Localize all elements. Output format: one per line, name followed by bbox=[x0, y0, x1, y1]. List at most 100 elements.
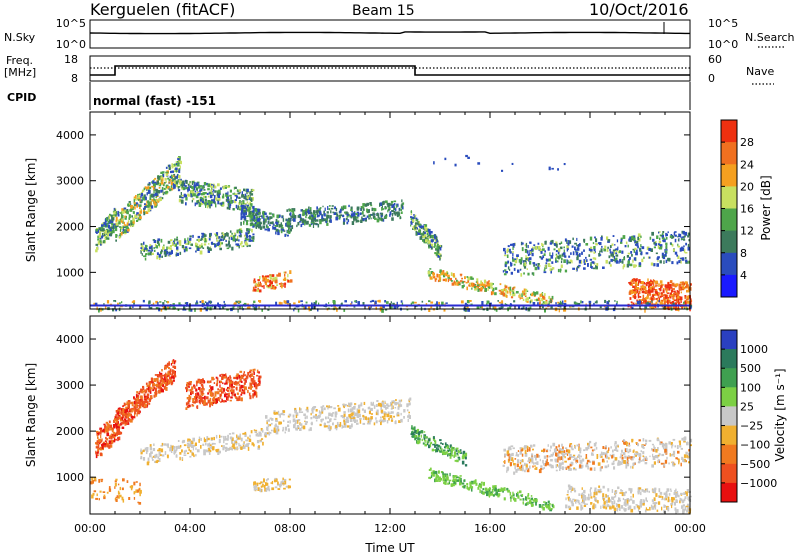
vel-data-cell bbox=[160, 384, 163, 387]
power-data-cell bbox=[679, 288, 682, 291]
power-data-cell bbox=[626, 242, 628, 245]
vel-data-cell bbox=[273, 412, 275, 414]
power-data-cell bbox=[140, 195, 141, 198]
power-data-cell bbox=[481, 301, 483, 305]
power-data-cell bbox=[164, 251, 167, 255]
power-data-cell bbox=[688, 247, 690, 251]
vel-data-cell bbox=[244, 386, 247, 389]
power-data-cell bbox=[655, 281, 658, 283]
vel-data-cell bbox=[383, 420, 386, 422]
vel-data-cell bbox=[247, 437, 248, 440]
power-data-cell bbox=[594, 237, 596, 239]
vel-data-cell bbox=[249, 371, 251, 373]
power-data-cell bbox=[558, 248, 561, 252]
power-data-cell bbox=[171, 185, 172, 188]
vel-data-cell bbox=[96, 454, 98, 458]
power-data-cell bbox=[245, 238, 247, 240]
nsearch-label: N.Search bbox=[745, 31, 795, 44]
power-data-cell bbox=[507, 261, 509, 264]
power-data-cell bbox=[272, 214, 274, 218]
power-data-cell bbox=[253, 219, 254, 221]
power-data-cell bbox=[154, 250, 156, 252]
vel-data-cell bbox=[209, 389, 210, 393]
power-data-cell bbox=[688, 261, 690, 264]
vel-data-cell bbox=[118, 424, 120, 427]
power-data-cell bbox=[419, 221, 420, 224]
vel-data-cell bbox=[159, 458, 161, 462]
power-data-cell bbox=[527, 268, 528, 270]
power-data-cell bbox=[163, 174, 164, 177]
power-data-cell bbox=[434, 243, 436, 247]
vel-data-cell bbox=[316, 420, 318, 422]
power-data-cell bbox=[209, 233, 211, 237]
power-data-cell bbox=[534, 299, 536, 301]
vel-data-cell bbox=[392, 405, 393, 408]
power-data-cell bbox=[214, 190, 216, 193]
nsearch-tick-bottom: 10^0 bbox=[708, 38, 738, 51]
vel-data-cell bbox=[217, 388, 219, 390]
vel-data-cell bbox=[250, 375, 252, 378]
power-data-cell bbox=[155, 193, 158, 196]
power-data-cell bbox=[578, 265, 580, 267]
power-data-cell bbox=[204, 182, 206, 186]
power-data-cell bbox=[503, 248, 506, 251]
power-data-cell bbox=[275, 232, 277, 235]
vel-data-cell bbox=[98, 439, 101, 442]
vel-data-cell bbox=[116, 432, 118, 434]
power-data-cell bbox=[525, 249, 527, 251]
power-data-cell bbox=[104, 223, 107, 225]
power-data-cell bbox=[229, 205, 231, 208]
power-data-cell bbox=[117, 220, 119, 222]
power-data-cell bbox=[98, 230, 99, 233]
power-data-cell bbox=[162, 187, 164, 190]
power-data-cell bbox=[148, 186, 150, 189]
power-data-cell bbox=[243, 245, 244, 247]
power-data-cell bbox=[456, 280, 458, 282]
power-data-cell bbox=[115, 228, 117, 232]
vel-data-cell bbox=[167, 446, 169, 448]
power-data-cell bbox=[241, 216, 244, 218]
power-data-cell bbox=[436, 246, 438, 249]
power-data-cell bbox=[393, 207, 395, 210]
nsky-tick-top: 10^5 bbox=[56, 17, 86, 30]
power-data-cell bbox=[249, 215, 250, 218]
vel-data-cell bbox=[271, 418, 274, 421]
power-data-cell bbox=[430, 306, 432, 308]
power-data-cell bbox=[293, 302, 296, 304]
vel-data-cell bbox=[278, 414, 280, 416]
power-data-cell bbox=[327, 206, 328, 210]
power-data-cell bbox=[269, 213, 272, 215]
vel-data-cell bbox=[138, 408, 140, 411]
vel-data-cell bbox=[241, 376, 243, 378]
power-data-cell bbox=[199, 190, 201, 193]
power-data-cell bbox=[666, 245, 667, 248]
power-data-cell bbox=[445, 278, 447, 281]
vel-data-cell bbox=[152, 387, 154, 389]
power-data-cell bbox=[646, 290, 648, 294]
power-data-cell bbox=[646, 282, 648, 284]
vel-data-cell bbox=[331, 414, 332, 416]
power-data-cell bbox=[469, 283, 471, 285]
power-data-cell bbox=[678, 239, 679, 241]
power-data-cell bbox=[465, 155, 468, 157]
power-data-cell bbox=[460, 274, 463, 276]
vel-data-cell bbox=[289, 420, 290, 423]
vel-data-cell bbox=[376, 404, 378, 407]
power-data-cell bbox=[123, 226, 126, 228]
vel-data-cell bbox=[122, 427, 125, 429]
power-data-cell bbox=[99, 235, 100, 238]
vel-data-cell bbox=[315, 414, 317, 416]
power-data-cell bbox=[433, 161, 435, 164]
power-data-cell bbox=[533, 262, 536, 264]
vel-data-cell bbox=[395, 407, 397, 409]
power-data-cell bbox=[646, 284, 648, 287]
power-data-cell bbox=[93, 303, 95, 305]
power-data-cell bbox=[444, 158, 446, 160]
power-data-cell bbox=[561, 261, 562, 263]
vel-data-cell bbox=[462, 461, 465, 465]
vel-data-cell bbox=[283, 410, 285, 413]
power-data-cell bbox=[145, 258, 147, 261]
power-data-cell bbox=[451, 280, 453, 282]
power-data-cell bbox=[549, 252, 550, 256]
power-data-cell bbox=[549, 301, 550, 305]
